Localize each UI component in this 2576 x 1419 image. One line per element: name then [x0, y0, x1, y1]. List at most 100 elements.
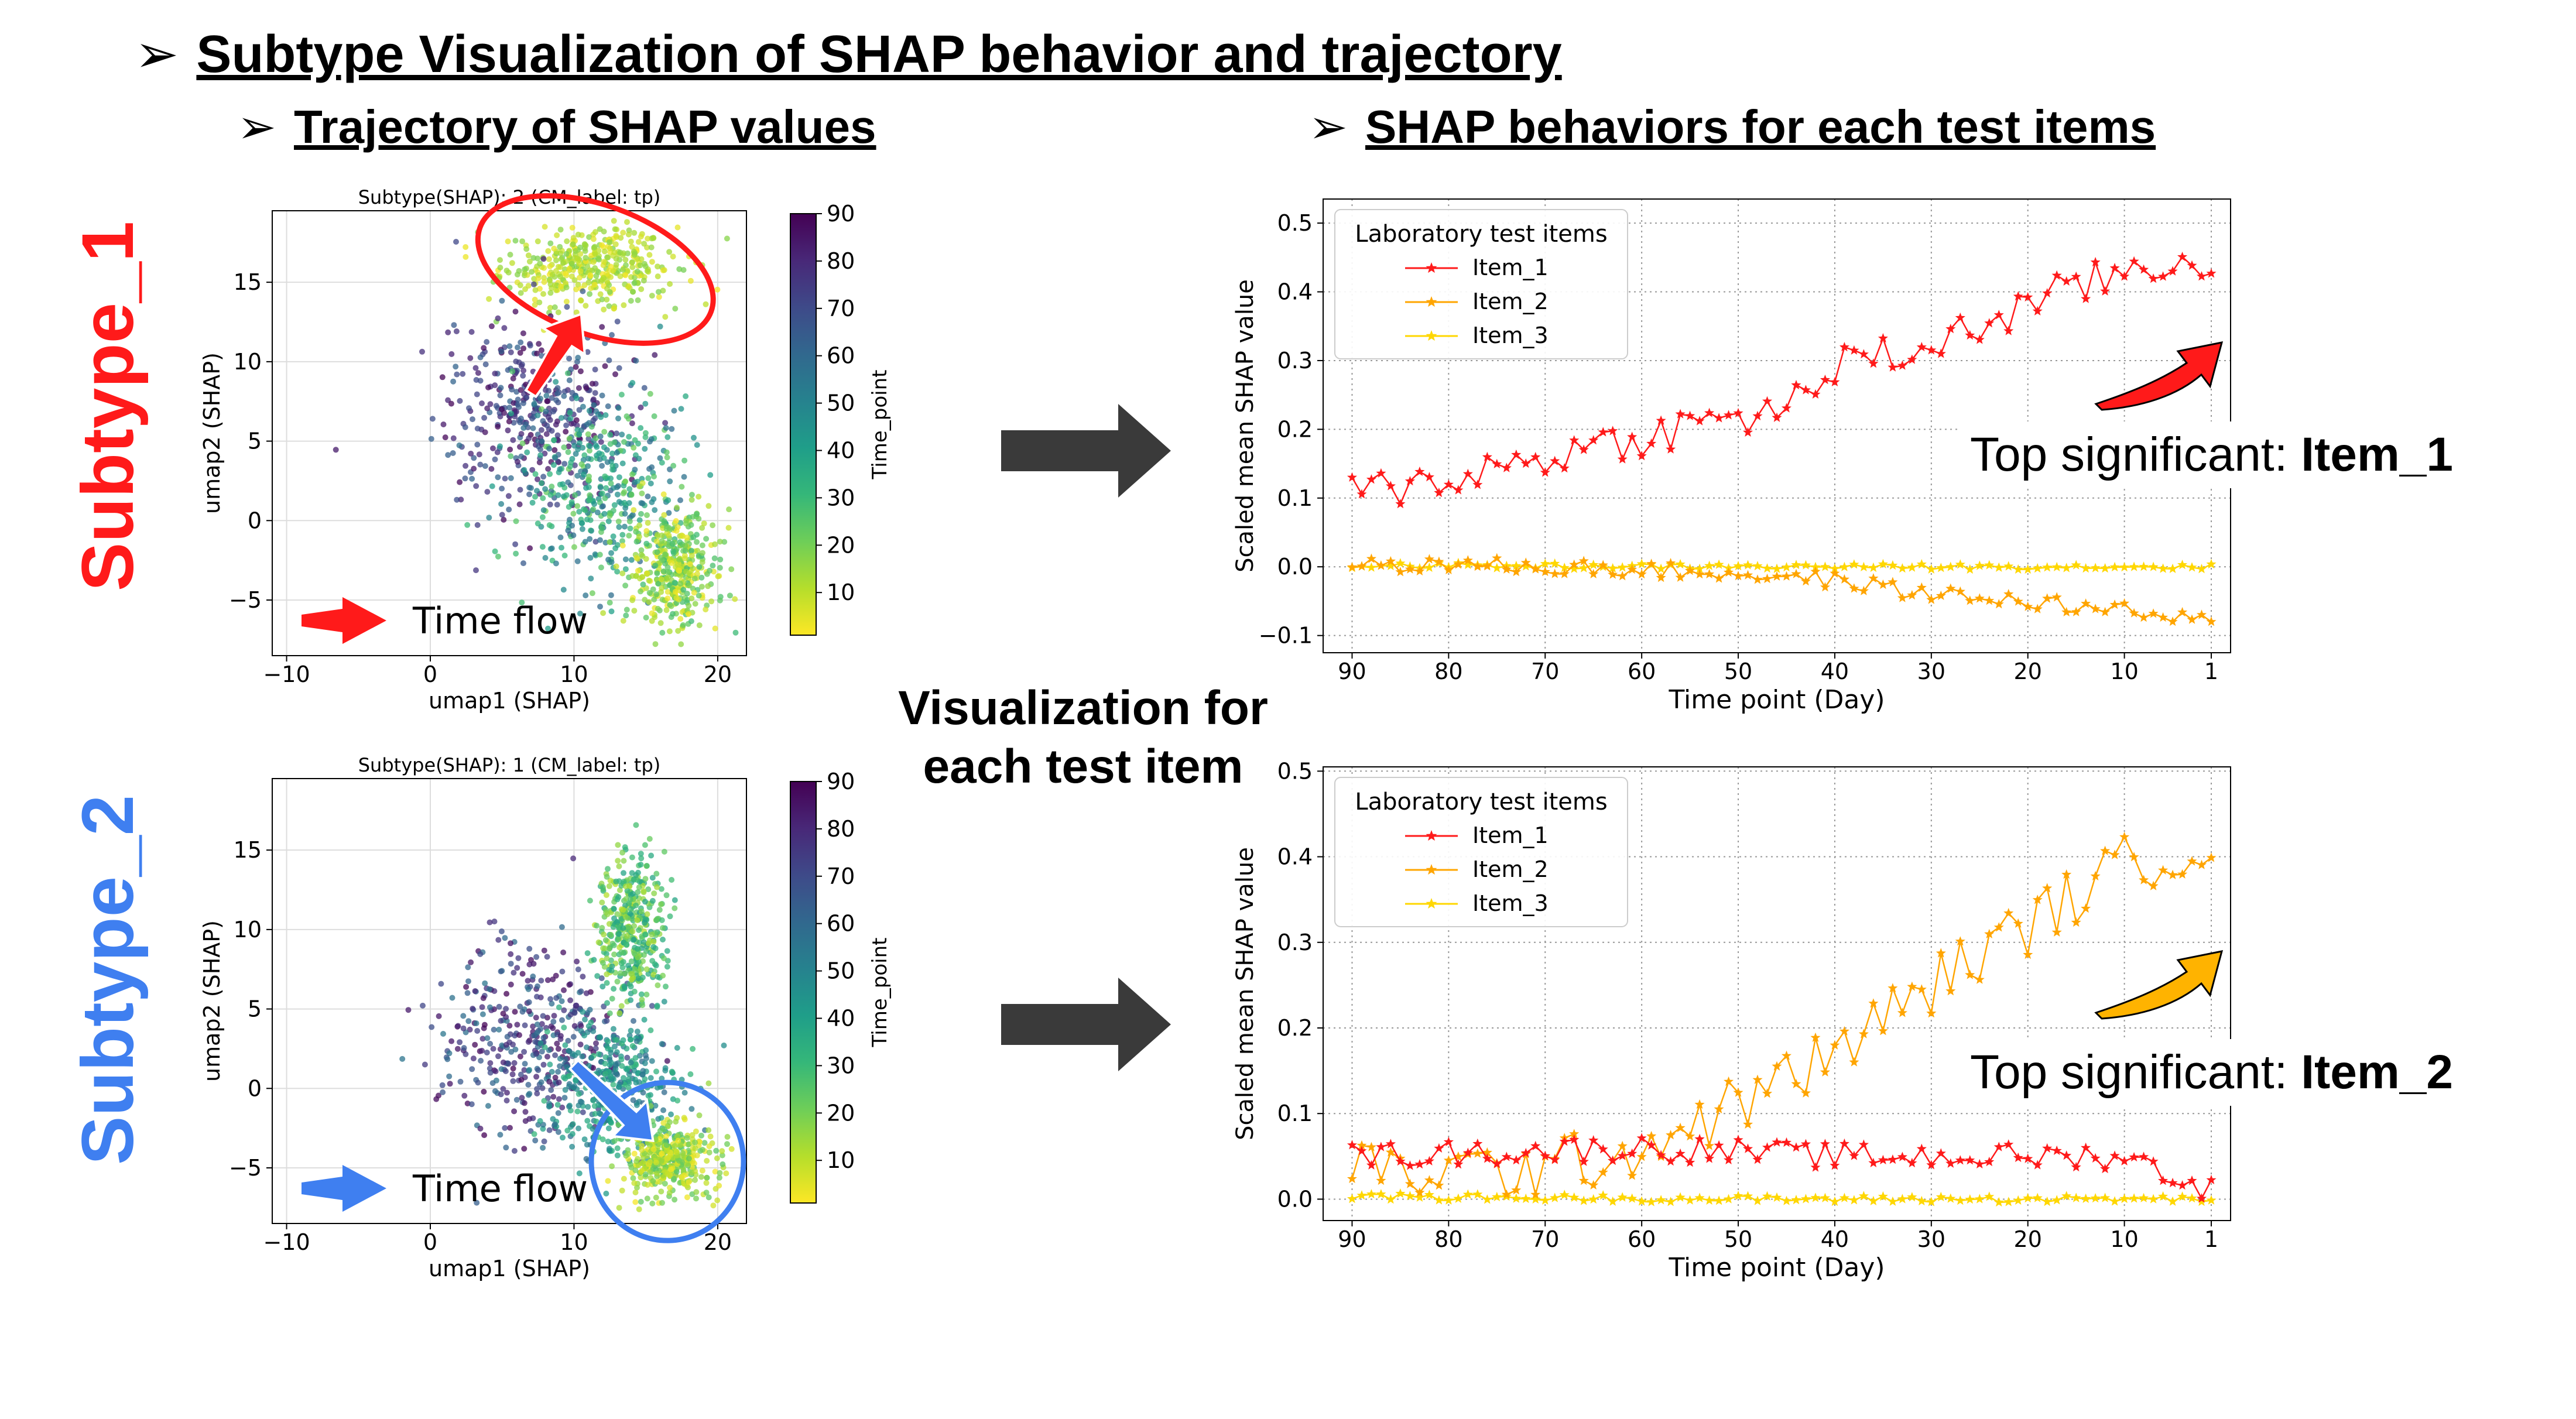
series-point [1724, 1194, 1734, 1204]
scatter-point [712, 541, 718, 547]
scatter-point [571, 443, 577, 449]
series-point [2206, 268, 2217, 278]
scatter-point [490, 445, 496, 451]
scatter-point [503, 1144, 509, 1151]
scatter-point [505, 238, 511, 245]
series-point [1830, 1196, 1840, 1207]
series-point [1434, 1195, 1444, 1205]
scatter-point [500, 1059, 506, 1065]
series-point [2081, 1193, 2091, 1203]
scatter-point [631, 280, 638, 286]
scatter-point [428, 436, 434, 442]
scatter-point [591, 957, 597, 963]
scatter-point [726, 506, 732, 513]
scatter-point [595, 1051, 602, 1057]
series-point [2061, 1150, 2072, 1160]
scatter-point [499, 1042, 505, 1048]
scatter-point [663, 449, 670, 455]
scatter-point [474, 522, 481, 528]
scatter-point [676, 1157, 682, 1164]
scatter-point [599, 242, 605, 248]
scatter-point [473, 567, 479, 574]
series-point [1598, 1190, 1608, 1200]
scatter-point [667, 466, 673, 472]
scatter-point [692, 601, 698, 607]
scatter-point [631, 444, 637, 451]
scatter-point [585, 1103, 591, 1110]
y-tick-label: −5 [229, 1155, 262, 1181]
scatter-point [694, 442, 700, 448]
scatter-point [608, 608, 615, 615]
series-point [1839, 1138, 1849, 1149]
series-point [1617, 1192, 1628, 1202]
series-point [1993, 599, 2004, 609]
x-tick-label: 20 [704, 1229, 732, 1255]
series-point [1608, 1196, 1618, 1206]
scatter-point [604, 873, 610, 880]
scatter-point [563, 492, 570, 498]
scatter-point [450, 450, 456, 456]
scatter-point [561, 553, 568, 558]
scatter-point [511, 1148, 518, 1154]
scatter-point [659, 629, 666, 636]
scatter-point [476, 451, 482, 458]
scatter-point [634, 269, 640, 275]
scatter-point [612, 226, 618, 232]
scatter-point [519, 1095, 525, 1101]
series-point [1791, 560, 1801, 570]
series-point [1675, 572, 1686, 582]
scatter-point [528, 485, 534, 491]
scatter-point [638, 1198, 644, 1205]
scatter-point [591, 501, 598, 507]
scatter-point [506, 343, 513, 349]
scatter-point [535, 983, 540, 989]
colorbar-tick-label: 60 [827, 343, 855, 369]
series-point [1791, 568, 1801, 578]
scatter-point [691, 434, 697, 441]
scatter-point [623, 612, 629, 619]
scatter-point [518, 290, 524, 296]
scatter-point [508, 981, 514, 988]
scatter-point [684, 591, 690, 597]
scatter-point [573, 1002, 580, 1009]
scatter-point [690, 534, 697, 540]
scatter-point [526, 1067, 533, 1073]
series-point [1666, 1130, 1676, 1140]
scatter-point [602, 1071, 608, 1077]
scatter-point [579, 1053, 585, 1060]
scatter-point [530, 281, 537, 287]
scatter-point [465, 1018, 472, 1024]
series-point [1752, 1195, 1763, 1205]
series-point [1974, 334, 1985, 344]
series-point [2003, 1197, 2014, 1207]
scatter-point [614, 568, 621, 575]
scatter-point [610, 924, 616, 930]
scatter-point [538, 1079, 544, 1085]
scatter-point [694, 547, 701, 554]
scatter-point [659, 538, 665, 544]
scatter-point [666, 628, 673, 635]
scatter-point [510, 1078, 516, 1084]
scatter-point [677, 616, 684, 622]
series-point [1646, 1197, 1657, 1207]
scatter-point [473, 1020, 479, 1027]
scatter-point [535, 238, 541, 245]
scatter-point [438, 981, 444, 987]
scatter-point [640, 277, 647, 284]
series-point [2013, 291, 2023, 301]
scatter-point [540, 418, 546, 424]
scatter-point [659, 532, 665, 539]
scatter-points [333, 218, 739, 647]
colorbar [790, 781, 817, 1204]
scatter-point [557, 466, 563, 472]
scatter-point [636, 517, 643, 523]
scatter-point [600, 503, 606, 509]
scatter-point [465, 978, 471, 985]
scatter-point [405, 1007, 412, 1013]
scatter-point [583, 485, 590, 491]
scatter-point [492, 548, 498, 554]
series-point [1724, 1154, 1734, 1164]
scatter-point [495, 315, 501, 321]
scatter-point [592, 539, 599, 545]
scatter-point [599, 324, 605, 330]
